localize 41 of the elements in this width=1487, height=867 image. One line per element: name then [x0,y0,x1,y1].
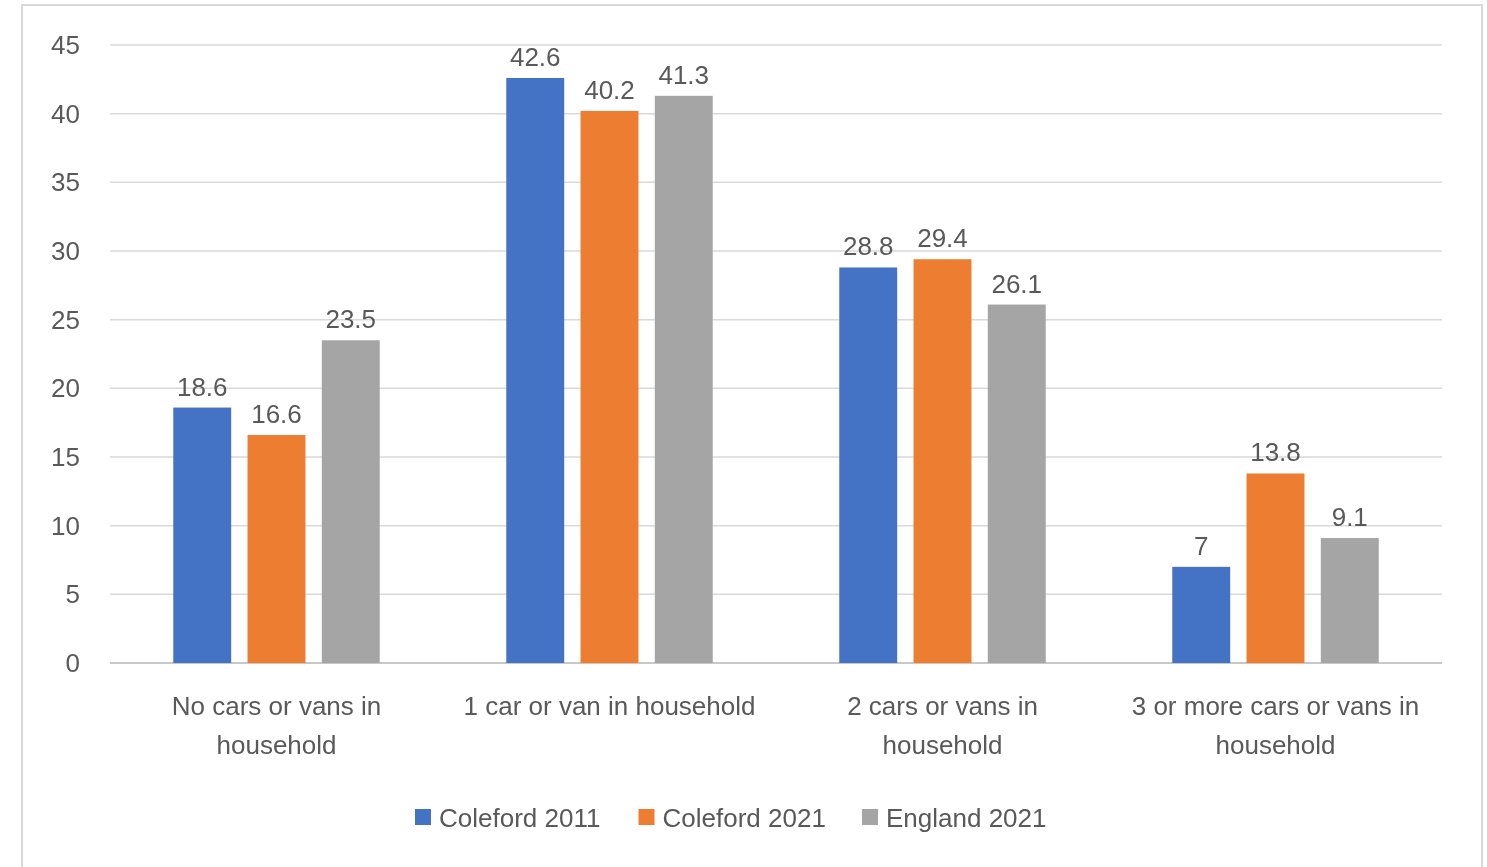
legend-label: England 2021 [886,803,1047,834]
data-label: 23.5 [325,304,377,335]
bar [580,110,639,663]
y-tick-label: 0 [65,648,80,679]
y-tick-label: 30 [51,236,80,267]
y-tick-label: 5 [65,579,80,610]
bar [1246,473,1305,663]
y-tick-label: 20 [51,373,80,404]
legend-label: Coleford 2021 [662,803,826,834]
y-tick-label: 45 [51,30,80,61]
bar [247,435,306,663]
data-label: 42.6 [509,41,561,72]
data-label: 29.4 [917,223,968,254]
data-label: 28.8 [842,231,894,262]
y-tick-label: 15 [51,442,80,473]
legend-label: Coleford 2011 [439,803,601,834]
y-tick-label: 35 [51,167,80,198]
bar [654,95,713,663]
data-label: 40.2 [584,74,635,105]
data-label: 9.1 [1331,502,1368,533]
data-label: 13.8 [1250,437,1301,468]
bar [506,77,565,663]
x-tick-label: 2 cars or vans in household [847,691,1038,761]
bar [1320,538,1379,663]
data-label: 16.6 [251,399,302,430]
x-tick-label: 3 or more cars or vans in household [1131,691,1420,761]
bar [173,407,232,663]
y-tick-label: 40 [51,98,80,129]
bar [987,304,1046,663]
x-tick-label: 1 car or van in household [463,691,756,722]
data-label: 41.3 [658,59,710,90]
bar [321,340,380,663]
y-tick-label: 25 [51,304,80,335]
data-label: 7 [1194,530,1209,561]
y-tick-label: 10 [51,510,80,541]
bar [1172,566,1231,663]
data-label: 18.6 [176,371,228,402]
data-label: 26.1 [991,268,1043,299]
bar [839,267,898,663]
bar [913,259,972,663]
x-tick-label: No cars or vans in household [171,691,382,761]
